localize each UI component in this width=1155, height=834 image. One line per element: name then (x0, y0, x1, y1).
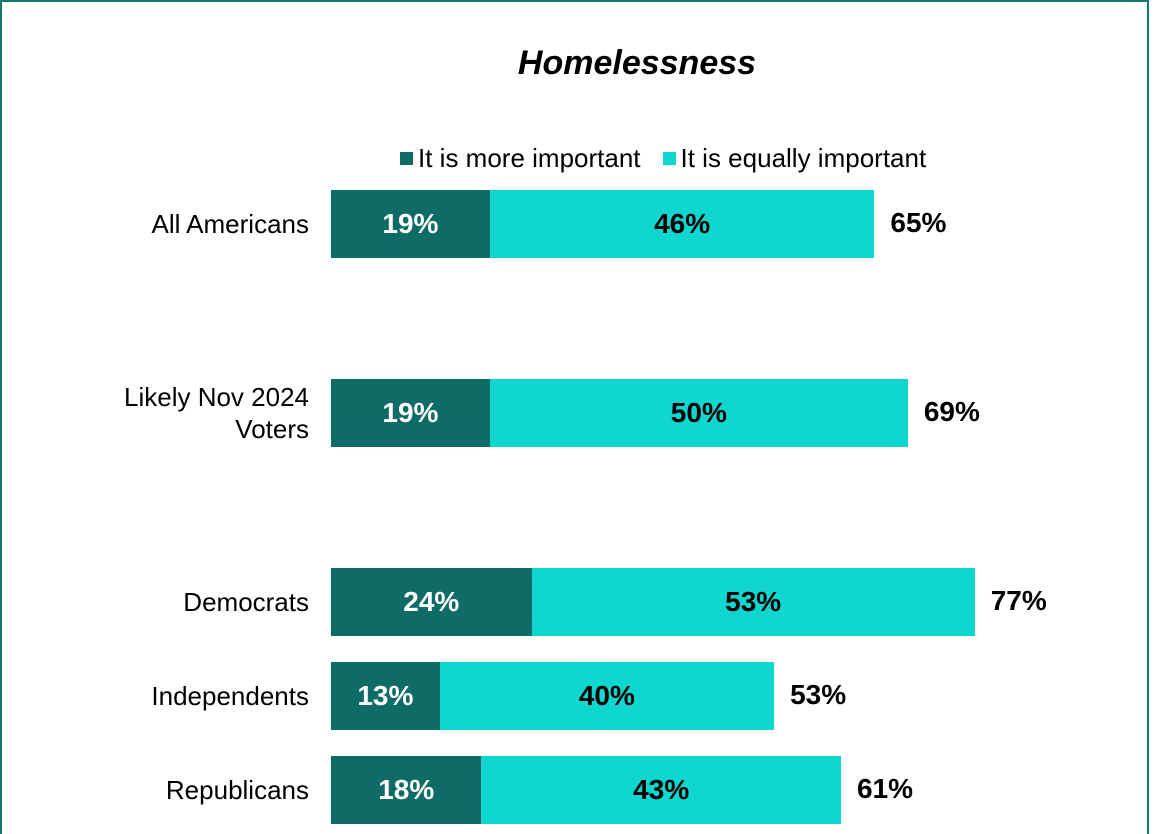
legend-swatch-more-important (400, 152, 413, 165)
data-label: 46% (654, 208, 711, 239)
data-label: 19% (382, 397, 439, 428)
bar-equally-important: 43% (481, 756, 841, 824)
category-label: All Americans (152, 208, 310, 240)
bar-equally-important: 46% (489, 190, 875, 258)
category-label: Likely Nov 2024 Voters (124, 381, 309, 445)
category-label-line: Likely Nov 2024 (124, 382, 309, 412)
total-label: 61% (856, 773, 913, 804)
bar-more-important: 13% (331, 662, 440, 730)
legend-swatch-equally-important (662, 152, 676, 165)
bar-more-important: 18% (331, 756, 482, 824)
bar-more-important: 24% (331, 568, 532, 636)
category-label-line: Voters (235, 414, 309, 444)
bar-more-important: 19% (331, 379, 490, 447)
legend-label-equally-important: It is equally important (680, 143, 927, 173)
legend-label-more-important: It is more important (418, 143, 641, 173)
category-label: Democrats (183, 586, 309, 618)
data-label: 18% (378, 774, 435, 805)
data-label: 50% (670, 397, 727, 428)
data-label: 13% (357, 680, 414, 711)
total-label: 77% (990, 585, 1047, 616)
category-label: Independents (151, 680, 309, 712)
data-label: 19% (382, 208, 439, 239)
total-label: 69% (923, 396, 980, 427)
category-label: Republicans (166, 774, 309, 806)
data-label: 40% (578, 680, 635, 711)
bar-equally-important: 50% (489, 379, 908, 447)
bar-equally-important: 40% (439, 662, 775, 730)
total-label: 65% (890, 207, 947, 238)
total-label: 53% (790, 679, 847, 710)
legend-item-equally-important: It is equally important (662, 143, 927, 174)
category-label-line: All Americans (151, 209, 310, 239)
data-label: 24% (403, 586, 460, 617)
category-label-line: Independents (151, 681, 309, 711)
bar-more-important: 19% (331, 190, 490, 258)
chart-title: Homelessness (517, 44, 757, 82)
data-label: 53% (725, 586, 782, 617)
data-label: 43% (633, 774, 690, 805)
category-label-line: Democrats (183, 587, 309, 617)
category-label-line: Republicans (165, 775, 309, 805)
legend-item-more-important: It is more important (400, 143, 641, 174)
legend: It is more important It is equally impor… (400, 143, 926, 174)
bar-equally-important: 53% (531, 568, 975, 636)
